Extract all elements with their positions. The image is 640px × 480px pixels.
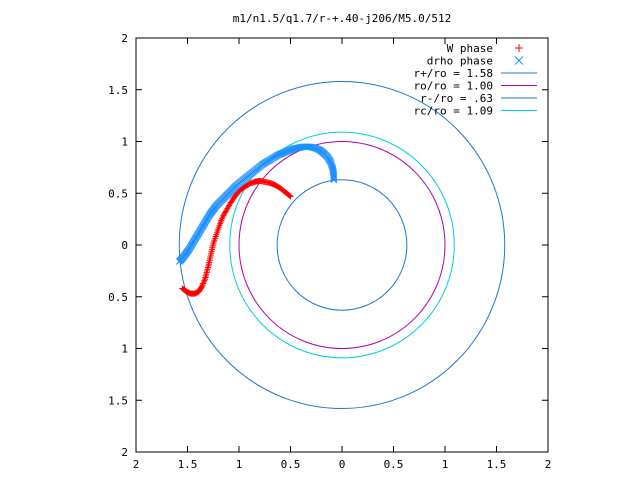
x-tick-label: 2 — [545, 458, 552, 471]
legend-item-w-phase: W phase — [447, 42, 523, 55]
x-tick-label: 1 — [236, 458, 243, 471]
legend-label: rc/ro = 1.09 — [414, 105, 493, 118]
legend-label: r-/ro = .63 — [420, 92, 493, 105]
series-drho-phase — [175, 143, 338, 265]
point-b — [328, 162, 336, 170]
point-b — [330, 174, 338, 182]
legend-label: W phase — [447, 42, 493, 55]
y-tick-label: 0.5 — [108, 187, 128, 200]
x-tick-label: 1.5 — [487, 458, 507, 471]
y-tick-label: 1.5 — [108, 84, 128, 97]
point — [200, 279, 207, 286]
point-b — [328, 161, 335, 169]
y-tick-label: 1 — [121, 343, 128, 356]
circle-r-ro-1-58 — [178, 80, 506, 410]
y-tick-label: 1.5 — [108, 394, 128, 407]
point-b — [305, 143, 313, 151]
chart-title: m1/n1.5/q1.7/r-+.40-j206/M5.0/512 — [233, 12, 452, 25]
y-tick-label: 2 — [121, 32, 128, 45]
legend-item-r-ro-63: r-/ro = .63 — [420, 92, 537, 105]
point — [330, 176, 338, 184]
circle-r-ro-63 — [276, 179, 408, 311]
point — [200, 280, 207, 287]
x-tick-label: 2 — [133, 458, 140, 471]
point-b — [330, 176, 338, 184]
point-b — [330, 173, 338, 181]
point — [199, 281, 206, 288]
point — [330, 175, 338, 183]
legend-item-drho-phase: drho phase — [427, 55, 524, 68]
x-tick-label: 1.5 — [178, 458, 198, 471]
point-b — [327, 160, 335, 167]
legend-item-ro-ro-1-00: ro/ro = 1.00 — [414, 80, 537, 93]
legend-item-r-ro-1-58: r+/ro = 1.58 — [414, 67, 537, 80]
point — [286, 192, 293, 199]
point — [201, 277, 208, 284]
point-b — [330, 175, 338, 183]
legend-swatch — [515, 44, 523, 52]
point-b — [327, 158, 335, 166]
legend-item-rc-ro-1-09: rc/ro = 1.09 — [414, 105, 537, 118]
x-tick-label: 0 — [339, 458, 346, 471]
axis-ticks: 2 1.5 1 0.5 0 0.5 1 1.5 221.510.500.511.52 — [108, 32, 551, 471]
legend-swatch — [514, 56, 524, 65]
radius-circles — [178, 80, 506, 410]
x-tick-label: 1 — [442, 458, 449, 471]
legend-label: r+/ro = 1.58 — [414, 67, 493, 80]
circle-ro-ro-1-00 — [238, 141, 446, 349]
point — [330, 174, 338, 182]
x-tick-label: 0.5 — [384, 458, 404, 471]
phase-points — [175, 143, 338, 297]
legend-swatch-b — [514, 56, 524, 65]
legend-label: drho phase — [427, 55, 493, 68]
x-tick-label: 0.5 — [281, 458, 301, 471]
point-b — [308, 143, 316, 151]
y-tick-label: 0.5 — [108, 291, 128, 304]
point — [287, 193, 294, 200]
point — [330, 173, 338, 181]
point-b — [306, 143, 314, 151]
circle-rc-ro-1-09 — [229, 131, 455, 359]
y-tick-label: 0 — [121, 239, 128, 252]
point-b — [309, 144, 317, 151]
series-w-phase — [179, 177, 294, 297]
point-b — [307, 143, 315, 151]
legend-label: ro/ro = 1.00 — [414, 80, 493, 93]
point — [198, 283, 205, 290]
y-tick-label: 2 — [121, 446, 128, 459]
y-tick-label: 1 — [121, 136, 128, 149]
